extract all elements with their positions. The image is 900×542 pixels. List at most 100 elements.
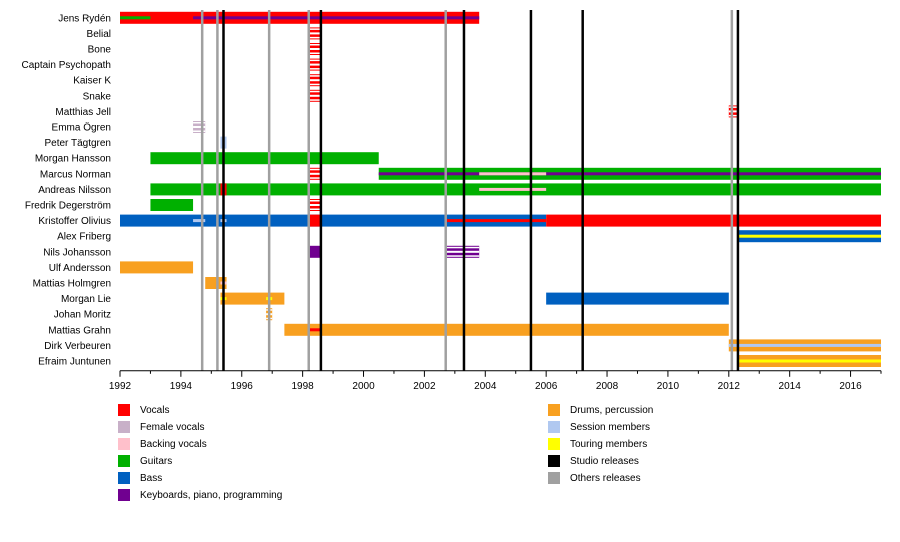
bar-snake-stripe: [308, 94, 321, 97]
bar-matthias-jell-stripe: [728, 110, 738, 113]
member-name-captain-psychopath: Captain Psychopath: [21, 60, 111, 71]
x-tick-label-1992: 1992: [109, 381, 132, 392]
member-names: Jens Rydén Belial Bone Captain Psychopath Ka…: [21, 13, 111, 367]
legend-label: Vocals: [140, 404, 170, 416]
bar-fredrik-degerstrom-stripe: [308, 204, 321, 206]
x-tick-label-2004: 2004: [474, 381, 497, 392]
legend-item-drums-percussion: Drums, percussion: [548, 404, 653, 416]
band-timeline-chart: 1992 1994 1996 1998 2000 2002 2004 2006 2008 2010…: [21, 10, 882, 392]
legend-label: Studio releases: [570, 455, 639, 467]
legend-swatch-bass: [118, 472, 130, 484]
legend-item-bass: Bass: [118, 472, 162, 484]
member-name-ulf-andersson: Ulf Andersson: [49, 263, 111, 274]
member-name-peter-tagtgren: Peter Tägtgren: [44, 138, 111, 149]
bar-belial-stripe: [308, 32, 321, 35]
legend-swatch-backing-vocals: [118, 438, 130, 450]
bar-nils-johansson-stripe-top: [445, 246, 480, 249]
bar-captain-psychopath-stripe-top: [308, 59, 321, 62]
legend-item-studio-releases: Studio releases: [548, 455, 639, 467]
bar-fredrik-degerstrom-stripe-bottom: [308, 208, 321, 210]
bar-mattias-grahn-drums: [284, 323, 729, 336]
member-name-morgan-hansson: Morgan Hansson: [35, 154, 111, 165]
x-tick-label-2000: 2000: [352, 381, 375, 392]
bar-kristoffer-olivius-vocals-thin: [445, 219, 547, 223]
legend-label: Guitars: [140, 455, 173, 467]
release-lines-group: [200, 10, 740, 371]
bar-nils-johansson-keyboards: [308, 245, 321, 258]
bar-kaiser-k-stripe-top: [308, 75, 321, 77]
bar-matthias-jell-stripe-bottom: [728, 114, 738, 117]
x-tick-label-2014: 2014: [779, 381, 802, 392]
bar-morgan-lie-bass: [546, 292, 729, 305]
legend-label: Touring members: [570, 438, 648, 450]
bar-andreas-nilsson-backing-vocals-thin: [479, 187, 547, 191]
member-name-kaiser-k: Kaiser K: [73, 76, 111, 87]
member-name-dirk-verbeuren: Dirk Verbeuren: [44, 341, 111, 352]
bar-snake-stripe-top: [308, 90, 321, 93]
bar-jens-ryden-keyboards-thin: [193, 16, 480, 20]
x-axis: 1992 1994 1996 1998 2000 2002 2004 2006 2008 2010…: [109, 370, 882, 392]
member-bars-group: [120, 11, 881, 367]
member-name-morgan-lie: Morgan Lie: [61, 294, 111, 305]
member-name-kristoffer-olivius: Kristoffer Olivius: [38, 216, 111, 227]
legend-swatch-guitars: [118, 455, 130, 467]
member-name-belial: Belial: [87, 29, 111, 40]
bar-kaiser-k-stripe-bottom: [308, 83, 321, 86]
member-name-snake: Snake: [83, 91, 112, 102]
bar-kaiser-k-stripe: [308, 79, 321, 82]
bar-kristoffer-olivius-bass: [120, 214, 547, 227]
x-tick-label-2002: 2002: [413, 381, 436, 392]
bar-marcus-norman-stripe: [308, 172, 321, 175]
legend-item-guitars: Guitars: [118, 455, 172, 467]
legend-swatch-session-members: [548, 421, 560, 433]
bar-ulf-andersson-drums: [120, 261, 194, 274]
member-name-mattias-holmgren: Mattias Holmgren: [33, 279, 111, 290]
legend-swatch-female-vocals: [118, 421, 130, 433]
member-name-efraim-juntunen: Efraim Juntunen: [38, 357, 111, 368]
bar-fredrik-degerstrom-stripe-top: [308, 200, 321, 202]
bar-marcus-norman-backing-vocals-thin: [479, 172, 547, 176]
bar-emma-ogren-stripe-top: [193, 122, 206, 124]
member-name-marcus-norman: Marcus Norman: [40, 169, 111, 180]
bar-mattias-grahn-vocals-thin: [308, 328, 321, 332]
bar-marcus-norman-stripe-bottom: [308, 177, 321, 179]
bar-morgan-hansson-guitars: [150, 152, 379, 165]
member-name-matthias-jell: Matthias Jell: [55, 107, 111, 118]
legend-label: Female vocals: [140, 421, 205, 433]
legend-item-backing-vocals: Backing vocals: [118, 438, 207, 450]
bar-bone-stripe: [308, 48, 321, 50]
x-tick-label-1996: 1996: [231, 381, 254, 392]
legend-item-keyboards-piano-programming: Keyboards, piano, programming: [118, 489, 282, 501]
bar-fredrik-degerstrom-guitars: [150, 199, 194, 211]
legend-label: Drums, percussion: [570, 404, 654, 416]
member-name-fredrik-degerstrom: Fredrik Degerström: [25, 201, 111, 212]
legend-label: Bass: [140, 472, 163, 484]
legend-swatch-studio-releases: [548, 455, 560, 467]
bar-marcus-norman-stripe-top: [308, 168, 321, 171]
member-name-emma-ogren: Emma Ögren: [52, 122, 111, 134]
legend-swatch-touring-members: [548, 438, 560, 450]
member-name-jens-ryden: Jens Rydén: [58, 13, 111, 24]
bar-matthias-jell-stripe-top: [728, 106, 738, 108]
bar-alex-friberg-touring-thin: [737, 234, 881, 238]
bar-morgan-lie-drums: [220, 292, 285, 305]
member-name-mattias-grahn: Mattias Grahn: [48, 325, 111, 336]
x-tick-label-2016: 2016: [839, 381, 862, 392]
legend-item-session-members: Session members: [548, 421, 650, 433]
member-name-alex-friberg: Alex Friberg: [57, 232, 111, 243]
member-name-andreas-nilsson: Andreas Nilsson: [38, 185, 111, 196]
legend-label: Others releases: [570, 472, 641, 484]
legend-label: Session members: [570, 421, 651, 433]
legend-item-others-releases: Others releases: [548, 472, 641, 484]
legend-item-touring-members: Touring members: [548, 438, 647, 450]
legend-label: Backing vocals: [140, 438, 207, 450]
bar-nils-johansson-stripe-bottom: [445, 255, 480, 257]
x-tick-label-2012: 2012: [718, 381, 741, 392]
bar-captain-psychopath-stripe-bottom: [308, 68, 321, 70]
x-tick-label-2010: 2010: [657, 381, 680, 392]
member-name-johan-moritz: Johan Moritz: [54, 310, 111, 321]
member-name-nils-johansson: Nils Johansson: [43, 247, 111, 258]
x-tick-label-1994: 1994: [170, 381, 193, 392]
legend-item-vocals: Vocals: [118, 404, 169, 416]
legend-swatch-drums-percussion: [548, 404, 560, 416]
